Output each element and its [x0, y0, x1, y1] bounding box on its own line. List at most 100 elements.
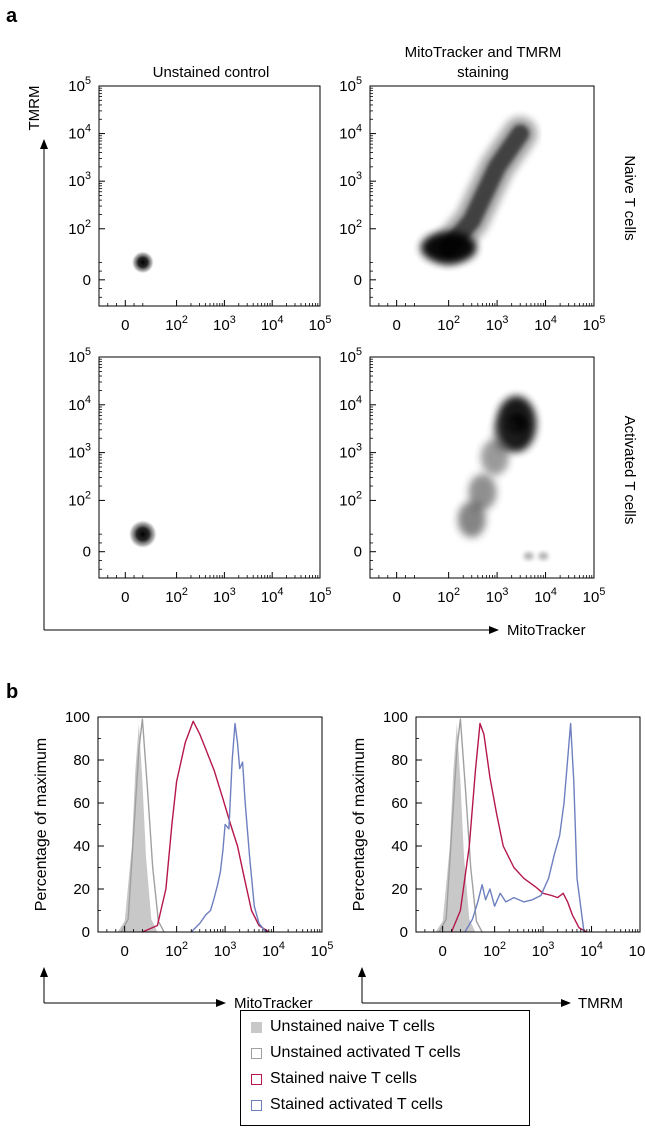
y-tick-label: 103 — [68, 442, 91, 462]
y-tick-label: 105 — [339, 346, 362, 366]
cell-population-tail — [468, 473, 497, 510]
panel-label-a: a — [6, 5, 18, 27]
y-tick-label: 102 — [68, 218, 91, 238]
y-tick-label: 0 — [82, 924, 90, 941]
cell-population-blob — [131, 251, 154, 274]
histogram-plots: 0 20 40 60 80 100 0 102 103 104 105 Percentage of m… — [33, 709, 645, 1010]
x-tick-label: 103 — [532, 940, 555, 960]
plot-frame — [98, 356, 321, 579]
legend-swatch-stained-naive — [251, 1073, 262, 1085]
series-stained-activated — [464, 722, 585, 933]
x-tick-label: 105 — [311, 940, 334, 960]
y-tick-label: 104 — [339, 394, 362, 414]
x-axis-label: MitoTracker — [234, 995, 313, 1010]
y-tick-label: 40 — [73, 838, 90, 855]
x-tick-label: 104 — [262, 940, 285, 960]
x-tick-label: 103 — [214, 940, 237, 960]
legend-item: Stained naive T cells — [251, 1069, 417, 1089]
density-x-axis-label: MitoTracker — [507, 622, 586, 639]
legend: Unstained naive T cells Unstained activa… — [240, 1010, 530, 1126]
y-tick-label: 102 — [339, 218, 362, 238]
y-tick-label: 104 — [339, 123, 362, 143]
x-tick-label: 102 — [165, 940, 188, 960]
y-tick-label: 20 — [73, 881, 90, 898]
y-tick-label: 0 — [83, 272, 91, 289]
cell-population-blob — [128, 520, 157, 549]
density-y-axis-label: TMRM — [26, 86, 43, 131]
y-tick-label: 102 — [68, 489, 91, 509]
x-tick-label: 104 — [534, 314, 557, 334]
cell-population-tail — [492, 415, 521, 452]
y-tick-label: 103 — [68, 170, 91, 190]
y-tick-label: 0 — [83, 544, 91, 561]
legend-label: Stained naive T cells — [270, 1070, 418, 1087]
legend-item: Stained activated T cells — [251, 1095, 443, 1115]
density-panel-4: 0 0 102 102 103 103 104 104 105 105 — [339, 346, 605, 606]
x-tick-label: 103 — [486, 586, 509, 606]
x-tick-label: 0 — [121, 317, 129, 334]
legend-label: Unstained naive T cells — [270, 1018, 435, 1035]
legend-swatch-unstained-activated — [251, 1047, 262, 1059]
y-tick-label: 0 — [354, 544, 362, 561]
y-tick-label: 103 — [339, 170, 362, 190]
x-tick-label: 0 — [438, 943, 446, 960]
series-stained-activated — [190, 722, 267, 933]
legend-swatch-unstained-naive — [251, 1021, 262, 1033]
series-unstained-activated — [438, 718, 483, 933]
plot-frame — [98, 85, 321, 307]
y-tick-label: 60 — [73, 795, 90, 812]
x-tick-label: 105 — [583, 586, 606, 606]
legend-item: Unstained activated T cells — [251, 1043, 461, 1063]
x-tick-label: 102 — [165, 314, 188, 334]
panel-label-b: b — [6, 681, 18, 703]
series-unstained-activated — [120, 718, 165, 933]
density-panel-2: 0 0 102 102 103 103 104 104 105 105 — [339, 75, 605, 334]
y-tick-label: 105 — [68, 75, 91, 95]
legend-label: Stained activated T cells — [270, 1096, 443, 1113]
x-tick-label: 105 — [309, 586, 332, 606]
y-axis-label: Percentage of maximum — [33, 738, 50, 911]
y-tick-label: 60 — [391, 795, 408, 812]
column-title-unstained: Unstained control — [153, 64, 270, 81]
x-tick-label: 103 — [213, 314, 236, 334]
cell-population-core — [420, 231, 477, 264]
x-tick-label: 105 — [583, 314, 606, 334]
x-tick-label: 102 — [483, 940, 506, 960]
histogram-panel-2: 0 20 40 60 80 100 0 102 103 104 105 Percentage of m… — [351, 709, 645, 1010]
x-tick-label: 0 — [392, 317, 400, 334]
plot-frame — [369, 356, 595, 579]
y-tick-label: 40 — [391, 838, 408, 855]
x-tick-label: 0 — [120, 943, 128, 960]
legend-label: Unstained activated T cells — [270, 1044, 461, 1061]
density-panel-3: 0 0 102 102 103 103 104 104 105 105 — [68, 346, 331, 606]
figure-canvas: a b Unstained control MitoTracker and TM… — [6, 5, 645, 1010]
y-tick-label: 80 — [73, 752, 90, 769]
x-tick-label: 104 — [261, 314, 284, 334]
column-title-stained-line1: MitoTracker and TMRM — [405, 44, 562, 61]
x-tick-label: 104 — [261, 586, 284, 606]
x-tick-label: 103 — [213, 586, 236, 606]
x-tick-label: 0 — [392, 589, 400, 606]
x-tick-label: 105 — [629, 940, 645, 960]
plot-frame — [369, 85, 595, 307]
x-tick-label: 102 — [437, 314, 460, 334]
y-tick-label: 105 — [68, 346, 91, 366]
cell-population-satellite — [538, 552, 549, 561]
x-tick-label: 104 — [580, 940, 603, 960]
y-tick-label: 80 — [391, 752, 408, 769]
histogram-panel-1: 0 20 40 60 80 100 0 102 103 104 105 Percentage of m… — [33, 709, 333, 1010]
x-tick-label: 102 — [437, 586, 460, 606]
x-axis-label: TMRM — [578, 995, 623, 1010]
legend-item: Unstained naive T cells — [251, 1017, 435, 1037]
density-panel-1: 0 0 102 102 103 103 104 104 105 105 — [68, 75, 331, 334]
row-label-activated: Activated T cells — [621, 416, 638, 525]
series-stained-naive — [450, 722, 588, 933]
series-unstained-naive — [435, 723, 476, 932]
y-tick-label: 100 — [65, 709, 90, 726]
x-tick-label: 0 — [121, 589, 129, 606]
series-unstained-naive — [117, 723, 158, 932]
density-plots: 0 0 102 102 103 103 104 104 105 105 0 0 102 102 103 103… — [68, 75, 605, 606]
series-stained-naive — [142, 720, 270, 933]
y-tick-label: 102 — [339, 489, 362, 509]
y-tick-label: 0 — [400, 924, 408, 941]
